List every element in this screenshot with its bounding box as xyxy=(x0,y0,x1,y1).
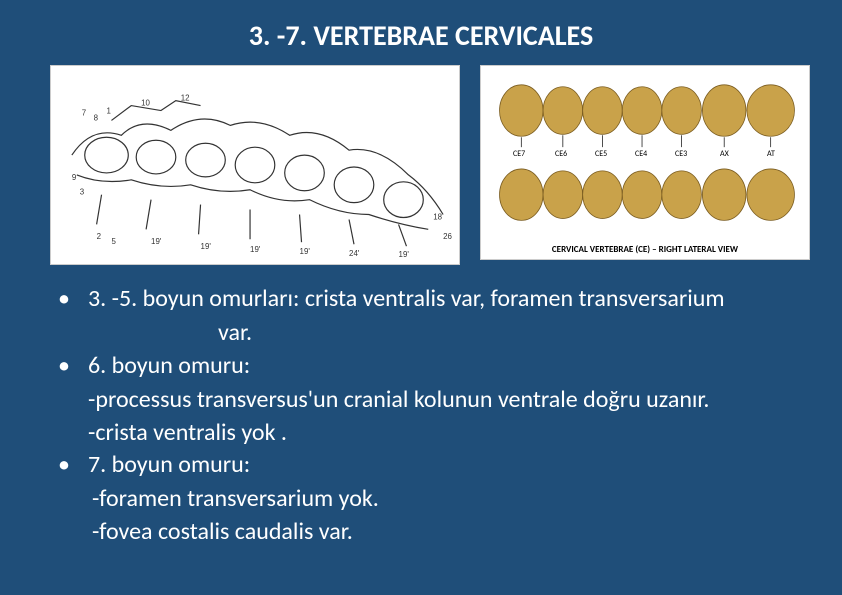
svg-text:3: 3 xyxy=(80,188,85,197)
svg-text:19': 19' xyxy=(399,250,410,259)
svg-text:8: 8 xyxy=(94,113,99,122)
image-left: 781 10 12 93 2 5 19' 19' 19' 19' 24' 19' 18 26 xyxy=(50,65,460,265)
label-ce6: CE6 xyxy=(555,149,567,159)
label-at: AT xyxy=(767,149,775,159)
svg-text:9: 9 xyxy=(72,173,77,182)
label-ce5: CE5 xyxy=(595,149,607,159)
bullet-subline: -foramen transversarium yok. xyxy=(58,483,812,515)
image-right-caption: CERVICAL VERTEBRAE (CE) – RIGHT LATERAL … xyxy=(481,244,809,255)
label-ce3: CE3 xyxy=(675,149,687,159)
bullet-marker: • xyxy=(58,449,88,481)
svg-text:18: 18 xyxy=(433,212,442,221)
bullet-marker: • xyxy=(58,350,88,382)
svg-text:19': 19' xyxy=(151,237,162,246)
bullet-text: 7. boyun omuru: xyxy=(88,449,812,481)
bullet-subline: -fovea costalis caudalis var. xyxy=(58,516,812,548)
svg-text:19': 19' xyxy=(300,247,311,256)
label-ce4: CE4 xyxy=(635,149,647,159)
svg-text:12: 12 xyxy=(181,94,190,103)
vertebrae-sketch-icon: 781 10 12 93 2 5 19' 19' 19' 19' 24' 19' 18 26 xyxy=(51,66,459,264)
label-ax: AX xyxy=(720,149,729,159)
bullet-subline: -crista ventralis yok . xyxy=(58,417,812,449)
bullet-list: • 3. -5. boyun omurları: crista ventrali… xyxy=(30,283,812,548)
svg-text:7: 7 xyxy=(82,109,86,118)
vertebrae-photo-icon xyxy=(481,66,809,259)
slide-title: 3. -7. VERTEBRAE CERVICALES xyxy=(30,18,812,53)
image-right: CE7 CE6 CE5 CE4 CE3 AX AT CERVICAL VERTE… xyxy=(480,65,810,260)
svg-text:1: 1 xyxy=(107,107,112,116)
bullet-text: 6. boyun omuru: xyxy=(88,350,812,382)
bullet-item: • 7. boyun omuru: xyxy=(58,449,812,481)
slide: 3. -7. VERTEBRAE CERVICALES xyxy=(0,0,842,595)
bullet-item: • 6. boyun omuru: xyxy=(58,350,812,382)
svg-text:10: 10 xyxy=(141,99,150,108)
svg-text:19': 19' xyxy=(201,242,212,251)
svg-text:19': 19' xyxy=(250,245,261,254)
bullet-subline: -processus transversus'un cranial kolunu… xyxy=(58,384,812,416)
bullet-item: • 3. -5. boyun omurları: crista ventrali… xyxy=(58,283,812,315)
svg-text:26: 26 xyxy=(443,232,452,241)
image-row: 781 10 12 93 2 5 19' 19' 19' 19' 24' 19' 18 26 xyxy=(30,65,812,265)
bullet-subline: var. xyxy=(58,317,812,349)
svg-text:2: 2 xyxy=(97,232,101,241)
svg-text:5: 5 xyxy=(111,237,116,246)
svg-text:24': 24' xyxy=(349,249,360,258)
label-ce7: CE7 xyxy=(513,149,525,159)
bullet-text: 3. -5. boyun omurları: crista ventralis … xyxy=(88,283,812,315)
bullet-marker: • xyxy=(58,283,88,315)
